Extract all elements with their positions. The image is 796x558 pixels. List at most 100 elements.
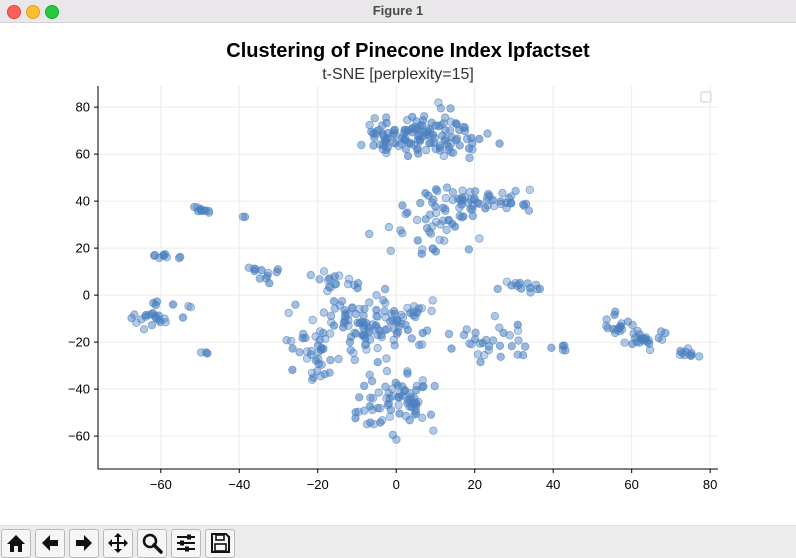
scatter-point	[350, 355, 359, 365]
scatter-point	[370, 114, 379, 123]
scatter-point	[483, 129, 492, 138]
scatter-point	[495, 341, 505, 350]
scatter-point	[507, 281, 516, 290]
scatter-point	[380, 284, 390, 294]
scatter-point	[263, 271, 272, 280]
scatter-point	[428, 296, 437, 305]
scatter-point	[374, 388, 383, 397]
scatter-point	[315, 327, 325, 336]
scatter-point	[504, 193, 514, 203]
scatter-point	[499, 328, 508, 338]
scatter-point	[426, 410, 436, 419]
scatter-point	[319, 308, 328, 317]
scatter-point	[272, 267, 281, 277]
sliders-icon	[177, 534, 195, 552]
scatter-point	[351, 408, 360, 417]
scatter-point	[425, 125, 435, 135]
scatter-point	[365, 229, 374, 239]
scatter-point	[435, 235, 444, 245]
scatter-point	[340, 305, 349, 315]
scatter-point	[365, 120, 374, 130]
x-tick-label: −20	[307, 477, 329, 492]
scatter-point	[390, 309, 400, 318]
scatter-point	[373, 330, 382, 340]
scatter-point	[130, 310, 139, 319]
scatter-point	[388, 430, 398, 440]
scatter-point	[159, 250, 168, 260]
save-button[interactable]	[205, 529, 235, 558]
scatter-point	[628, 320, 637, 330]
scatter-point	[525, 283, 535, 293]
scatter-point	[326, 283, 335, 292]
scatter-point	[400, 386, 409, 396]
scatter-point	[610, 310, 619, 319]
scatter-point	[441, 193, 451, 203]
chart-figure: Clustering of Pinecone Index lpfactset t…	[68, 40, 718, 492]
home-button[interactable]	[1, 529, 31, 558]
x-tick-label: −40	[228, 477, 250, 492]
y-tick-label: −40	[68, 382, 90, 397]
scatter-point	[360, 321, 369, 330]
scatter-point	[431, 185, 441, 194]
scatter-point	[468, 205, 477, 214]
close-window-button[interactable]	[7, 5, 21, 19]
scatter-point	[419, 131, 429, 141]
scatter-point	[457, 213, 467, 222]
scatter-point	[465, 339, 474, 348]
x-tick-label: 60	[624, 477, 638, 492]
scatter-point	[403, 115, 412, 125]
scatter-point	[415, 340, 424, 350]
scatter-point	[340, 311, 350, 321]
scatter-point	[442, 140, 452, 149]
scatter-point	[354, 407, 363, 416]
scatter-point	[365, 298, 374, 307]
scatter-point	[514, 336, 523, 345]
scatter-point	[442, 225, 451, 235]
scatter-point	[240, 212, 250, 222]
forward-button[interactable]	[69, 529, 99, 558]
y-tick-label: 60	[76, 147, 90, 162]
scatter-point	[447, 344, 456, 353]
scatter-point	[299, 329, 308, 339]
y-tick-label: 20	[76, 241, 90, 256]
scatter-point	[496, 197, 506, 206]
configure-subplots-button[interactable]	[171, 529, 201, 558]
back-button[interactable]	[35, 529, 65, 558]
scatter-point	[395, 393, 404, 402]
scatter-point	[132, 318, 141, 327]
scatter-point	[525, 185, 534, 194]
scatter-point	[422, 326, 432, 335]
scatter-point	[533, 284, 542, 294]
scatter-point	[403, 325, 412, 335]
scatter-point	[311, 332, 320, 341]
scatter-point	[471, 187, 480, 196]
x-tick-label: −60	[150, 477, 172, 492]
scatter-point	[475, 234, 484, 243]
scatter-point	[612, 325, 621, 334]
zoom-window-button[interactable]	[45, 5, 59, 19]
pan-button[interactable]	[103, 529, 133, 558]
scatter-point	[327, 318, 336, 327]
scatter-point	[638, 336, 648, 345]
scatter-point	[369, 129, 378, 138]
scatter-point	[413, 144, 422, 153]
scatter-point	[190, 202, 199, 212]
scatter-point	[357, 140, 366, 150]
zoom-button[interactable]	[137, 529, 167, 558]
scatter-point	[417, 340, 427, 349]
scatter-point	[373, 403, 382, 413]
minimize-window-button[interactable]	[26, 5, 40, 19]
scatter-point	[446, 104, 455, 113]
scatter-point	[401, 136, 410, 145]
scatter-point	[389, 324, 399, 333]
scatter-point	[430, 381, 439, 391]
scatter-point	[373, 312, 382, 321]
scatter-point	[361, 334, 370, 343]
scatter-point	[321, 334, 330, 343]
scatter-point	[313, 354, 323, 364]
floppy-icon	[211, 533, 230, 553]
window-title: Figure 1	[372, 3, 424, 18]
scatter-point	[255, 274, 264, 283]
scatter-point	[473, 198, 482, 208]
scatter-point	[425, 210, 435, 219]
